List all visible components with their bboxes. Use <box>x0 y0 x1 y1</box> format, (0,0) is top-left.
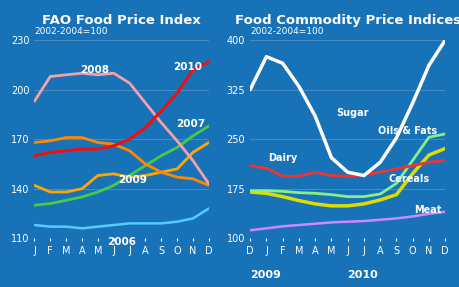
Text: Food Commodity Price Indices: Food Commodity Price Indices <box>235 14 459 27</box>
Text: Oils & Fats: Oils & Fats <box>378 126 437 136</box>
Text: 2007: 2007 <box>177 119 206 129</box>
Text: 2010: 2010 <box>174 62 202 71</box>
Text: Sugar: Sugar <box>336 108 369 118</box>
Text: 2002-2004=100: 2002-2004=100 <box>250 27 324 36</box>
Text: FAO Food Price Index: FAO Food Price Index <box>42 14 201 27</box>
Text: 2006: 2006 <box>107 236 136 247</box>
Text: 2010: 2010 <box>347 270 378 280</box>
Text: 2008: 2008 <box>80 65 109 75</box>
Text: Cereals: Cereals <box>389 174 430 184</box>
Text: Meat: Meat <box>414 205 442 215</box>
Text: 2002-2004=100: 2002-2004=100 <box>34 27 108 36</box>
Text: 2009: 2009 <box>118 175 147 185</box>
Text: 2009: 2009 <box>250 270 280 280</box>
Text: Dairy: Dairy <box>268 153 297 163</box>
